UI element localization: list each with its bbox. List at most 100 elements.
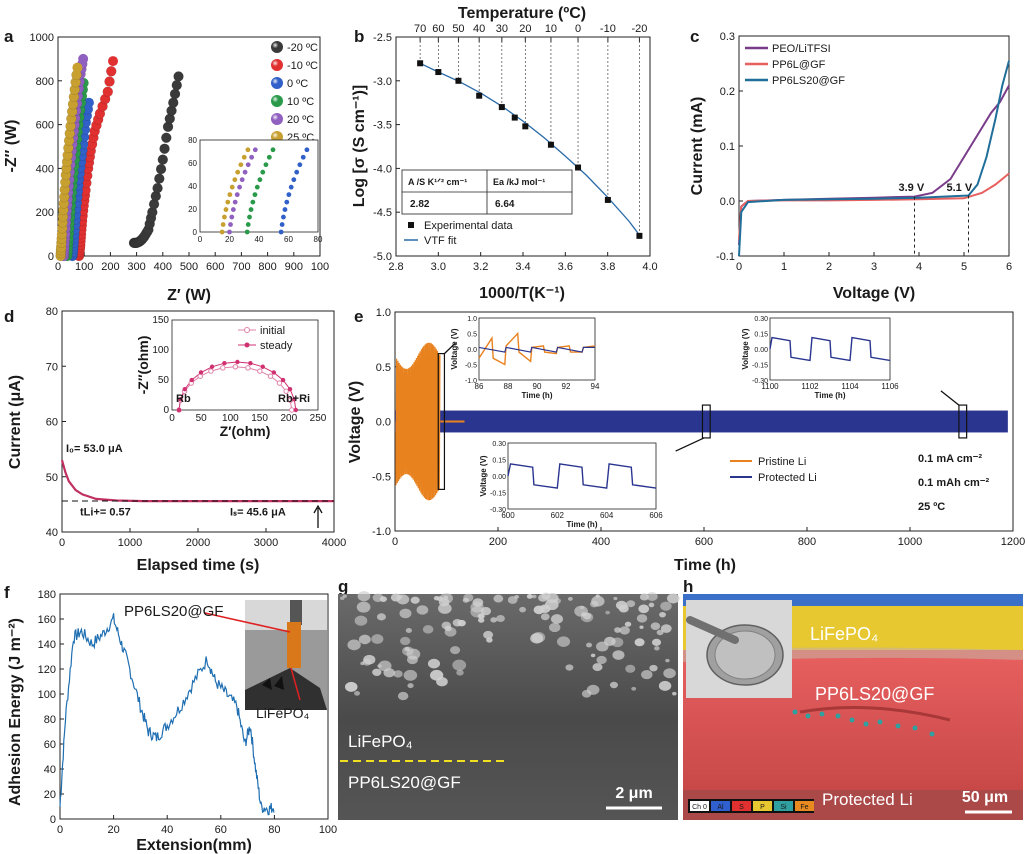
f-y-tick: 180: [38, 589, 56, 601]
c-series-line: [738, 172, 1010, 240]
b-data-point: [575, 164, 582, 171]
h-channel-swatch: [753, 801, 772, 811]
h-layer-separator: PP6LS20@GF: [815, 684, 934, 704]
a-inset-point: [291, 177, 297, 183]
e-inset-y-tick: 0.0: [467, 347, 477, 354]
b-top-tick: 50: [452, 23, 464, 35]
g-particle: [490, 617, 498, 623]
h-si-dot: [863, 721, 869, 727]
e-inset-x-tick: 86: [475, 382, 484, 391]
h-si-dot: [819, 711, 825, 717]
g-particle: [667, 593, 680, 604]
e-inset-protected-line: [507, 463, 657, 489]
a-x-tick: 100: [311, 261, 329, 273]
e-inset-protected-line: [769, 336, 891, 362]
g-particle: [658, 680, 672, 691]
b-top-tick: 70: [414, 23, 426, 35]
b-y-tick: -2.5: [373, 32, 392, 44]
panel-label-f: f: [4, 583, 10, 602]
e-y-label: Voltage (V): [347, 381, 364, 463]
e-inset-x-tick: 1102: [801, 382, 819, 391]
g-particle: [470, 606, 485, 618]
c-y-tick: -0.1: [716, 251, 735, 263]
b-x-tick: 3.6: [558, 261, 573, 273]
g-particle: [660, 624, 672, 633]
e-zoom-box: [701, 404, 711, 439]
d-inset-point: [222, 361, 227, 366]
b-top-tick: -20: [631, 23, 647, 35]
a-point: [78, 53, 89, 64]
f-y-tick: 160: [38, 614, 56, 626]
g-particle: [396, 594, 410, 605]
a-inset-x-tick: 80: [314, 235, 323, 244]
e-inset-y-tick: 0.15: [492, 458, 506, 465]
d-current-line: [60, 459, 334, 503]
a-x-tick: 900: [285, 261, 303, 273]
f-adhesion-line: [59, 613, 275, 816]
g-particle: [548, 622, 561, 633]
b-x-tick: 3.0: [431, 261, 446, 273]
a-inset-point: [288, 184, 294, 190]
e-x-tick: 800: [798, 536, 816, 548]
a-inset-point: [263, 162, 269, 168]
g-particle: [672, 691, 677, 696]
g-particle: [567, 596, 573, 601]
a-inset-point: [266, 154, 272, 160]
a-point: [83, 97, 94, 108]
c-onset-label: 5.1 V: [947, 182, 973, 194]
g-particle: [376, 613, 386, 621]
g-particle: [625, 664, 636, 673]
c-onset-label: 3.9 V: [899, 182, 925, 194]
b-top-tick: 60: [432, 23, 444, 35]
g-particle: [345, 681, 358, 692]
g-particle: [638, 604, 650, 614]
panel-label-d: d: [4, 307, 14, 326]
d-inset-y-tick: 50: [158, 375, 170, 386]
a-inset-point: [278, 229, 284, 235]
f-x-tick: 40: [161, 824, 173, 836]
a-inset-y-tick: 40: [188, 182, 197, 191]
d-inset-y-tick: 0: [163, 405, 169, 416]
d-inset-point: [280, 377, 286, 383]
e-zoom-box: [958, 404, 968, 439]
h-si-dot: [929, 731, 935, 737]
panel-label-h: h: [683, 577, 693, 596]
h-si-dot: [849, 717, 855, 723]
a-inset-point: [252, 147, 258, 153]
a-inset-point: [245, 147, 251, 153]
g-particle: [483, 630, 494, 639]
a-inset-point: [247, 214, 252, 220]
a-inset-point: [257, 177, 263, 183]
g-particle: [438, 602, 452, 614]
c-x-tick: 5: [961, 261, 967, 273]
chart-e: 0 200 400 600 800 1000 1200 -1.0 -0.5 0.0 0.5 1.0 8…: [347, 307, 1025, 574]
g-particle: [574, 605, 588, 617]
g-particle: [586, 642, 593, 648]
g-particle: [462, 597, 470, 603]
f-x-tick: 80: [268, 824, 280, 836]
g-particle: [631, 686, 637, 691]
d-inset-x-tick: 200: [280, 413, 297, 424]
g-particle: [539, 604, 551, 613]
d-y-tick: 60: [46, 417, 58, 429]
g-particle: [605, 610, 610, 615]
g-particle: [550, 614, 564, 624]
panel-label-a: a: [4, 27, 14, 46]
d-inset-y-label: -Z″(ohm): [135, 336, 151, 395]
a-inset-x-tick: 20: [225, 235, 234, 244]
a-inset-point: [235, 169, 241, 175]
b-x-tick: 3.2: [473, 261, 488, 273]
g-particle: [612, 650, 625, 660]
d-y-label: Current (μA): [7, 375, 24, 469]
d-arrow: [313, 504, 323, 528]
d-inset-rbri-label: Rb+Ri: [278, 393, 310, 405]
a-inset-point: [270, 147, 276, 153]
a-point: [106, 66, 117, 77]
a-point: [72, 62, 83, 73]
a-point: [157, 154, 169, 165]
c-x-tick: 0: [736, 261, 742, 273]
g-particle: [613, 596, 618, 601]
a-inset-point: [241, 154, 247, 160]
d-inset-y-tick: 150: [152, 315, 169, 326]
